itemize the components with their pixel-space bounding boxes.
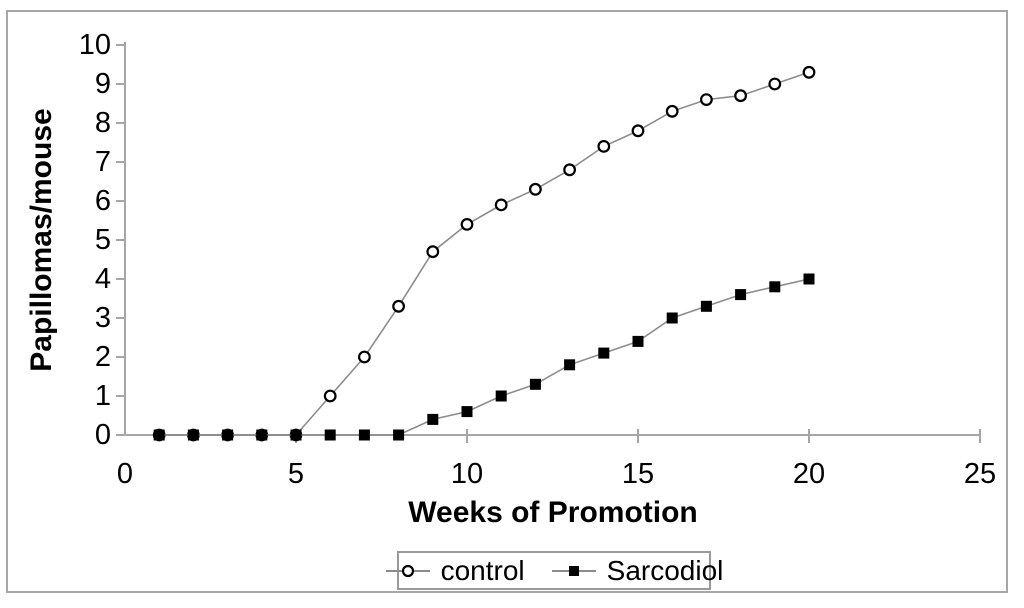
data-point-control [494, 198, 508, 212]
data-point-Sarcodiol [461, 406, 473, 418]
x-tick-label: 10 [451, 458, 483, 490]
y-tick-label: 10 [79, 29, 111, 61]
y-tick-label: 9 [95, 68, 111, 100]
open-circle-marker-icon [385, 564, 430, 577]
data-point-control [734, 89, 747, 103]
data-point-control [563, 163, 576, 177]
data-point-Sarcodiol [803, 273, 815, 285]
series-line-Sarcodiol [159, 278, 810, 436]
x-tick-label: 20 [793, 458, 825, 490]
data-point-Sarcodiol [153, 429, 165, 441]
legend-label-control: control [440, 554, 525, 586]
data-point-Sarcodiol [564, 359, 576, 371]
data-point-Sarcodiol [187, 429, 199, 441]
data-point-control [358, 350, 371, 364]
filled-square-marker-icon [551, 565, 596, 576]
legend-label-sarcodiol: Sarcodiol [606, 554, 724, 586]
y-tick-label: 3 [95, 302, 111, 334]
x-tick-label: 15 [622, 458, 654, 490]
data-point-control [323, 389, 337, 403]
legend-item-sarcodiol: Sarcodiol [551, 554, 724, 587]
legend-item-control: control [385, 555, 525, 587]
data-point-control [768, 77, 782, 91]
y-tick-label: 8 [95, 107, 111, 139]
y-tick-label: 0 [95, 419, 111, 451]
data-point-Sarcodiol [735, 289, 747, 301]
y-tick-label: 4 [95, 263, 111, 295]
data-point-control [597, 139, 611, 153]
data-point-Sarcodiol [393, 429, 405, 441]
y-tick-label: 6 [95, 185, 111, 217]
x-tick-label: 5 [288, 458, 304, 490]
data-point-control [529, 182, 542, 196]
data-point-Sarcodiol [700, 300, 712, 312]
x-tick-label: 25 [964, 458, 996, 490]
data-point-control [426, 245, 440, 259]
data-point-Sarcodiol [666, 312, 678, 324]
x-axis-title: Weeks of Promotion [408, 496, 698, 529]
data-point-control [802, 65, 816, 79]
data-point-Sarcodiol [632, 335, 644, 347]
x-tick-label: 0 [117, 458, 133, 490]
data-point-Sarcodiol [769, 281, 781, 293]
data-point-Sarcodiol [495, 390, 507, 402]
data-point-control [665, 104, 679, 118]
data-point-Sarcodiol [222, 429, 234, 441]
data-point-control [700, 93, 713, 106]
data-point-control [392, 299, 406, 313]
y-axis-title: Papillomas/mouse [25, 108, 58, 372]
y-tick-label: 5 [95, 224, 111, 256]
y-tick-label: 2 [95, 341, 111, 373]
data-point-Sarcodiol [529, 378, 541, 390]
y-tick-label: 1 [95, 380, 111, 412]
data-point-Sarcodiol [427, 413, 439, 425]
data-point-Sarcodiol [324, 429, 336, 441]
chart-frame [6, 10, 1008, 593]
series-line-control [159, 71, 810, 436]
data-point-Sarcodiol [358, 429, 370, 441]
data-point-control [631, 124, 645, 138]
y-tick-label: 7 [95, 146, 111, 178]
data-point-Sarcodiol [256, 429, 268, 441]
legend: control Sarcodiol [385, 551, 723, 590]
data-point-Sarcodiol [290, 429, 302, 441]
data-point-Sarcodiol [598, 347, 610, 359]
data-point-control [460, 217, 474, 231]
